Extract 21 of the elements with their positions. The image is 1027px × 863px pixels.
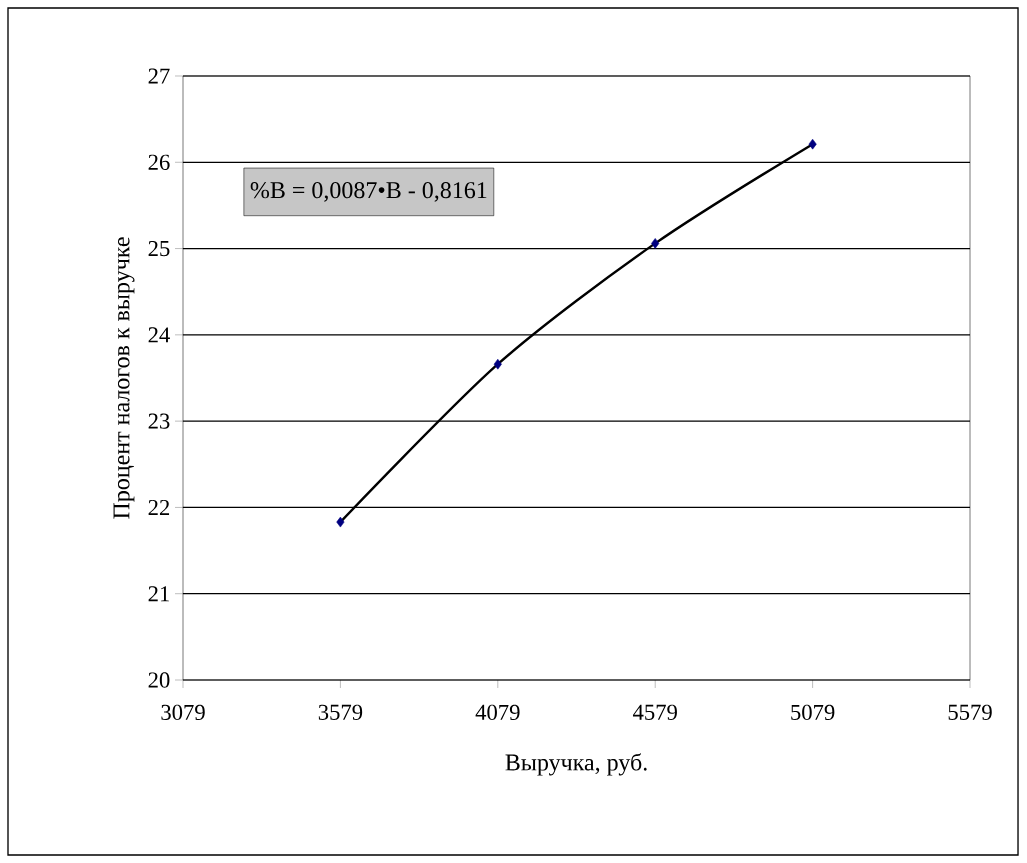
x-tick-label: 4579 (632, 704, 677, 720)
y-tick-label: 23 (148, 413, 170, 429)
x-tick-label: 3079 (161, 704, 205, 721)
y-tick-label: 26 (148, 154, 170, 170)
y-tick-label: 24 (148, 327, 170, 343)
point (808, 138, 817, 150)
annotation: %В = 0,0087•В - 0,8161 (250, 182, 487, 202)
x-axis-title: Выручка, руб. (505, 753, 647, 776)
point (651, 238, 660, 249)
point (493, 358, 502, 370)
x-tick-label: 4079 (475, 704, 520, 721)
y-tick-label: 27 (148, 68, 170, 84)
y-tick-label: 20 (148, 672, 170, 688)
y-tick-label: 25 (148, 240, 170, 257)
y-tick-label: 21 (148, 586, 169, 602)
y-axis-title: Процент налогов к выручке (113, 237, 135, 519)
y-tick-label: 22 (148, 499, 170, 515)
x-tick-label: 5079 (791, 704, 835, 721)
point (336, 516, 345, 528)
x-tick-label: 3579 (318, 704, 363, 720)
x-tick-label: 5579 (948, 704, 992, 720)
